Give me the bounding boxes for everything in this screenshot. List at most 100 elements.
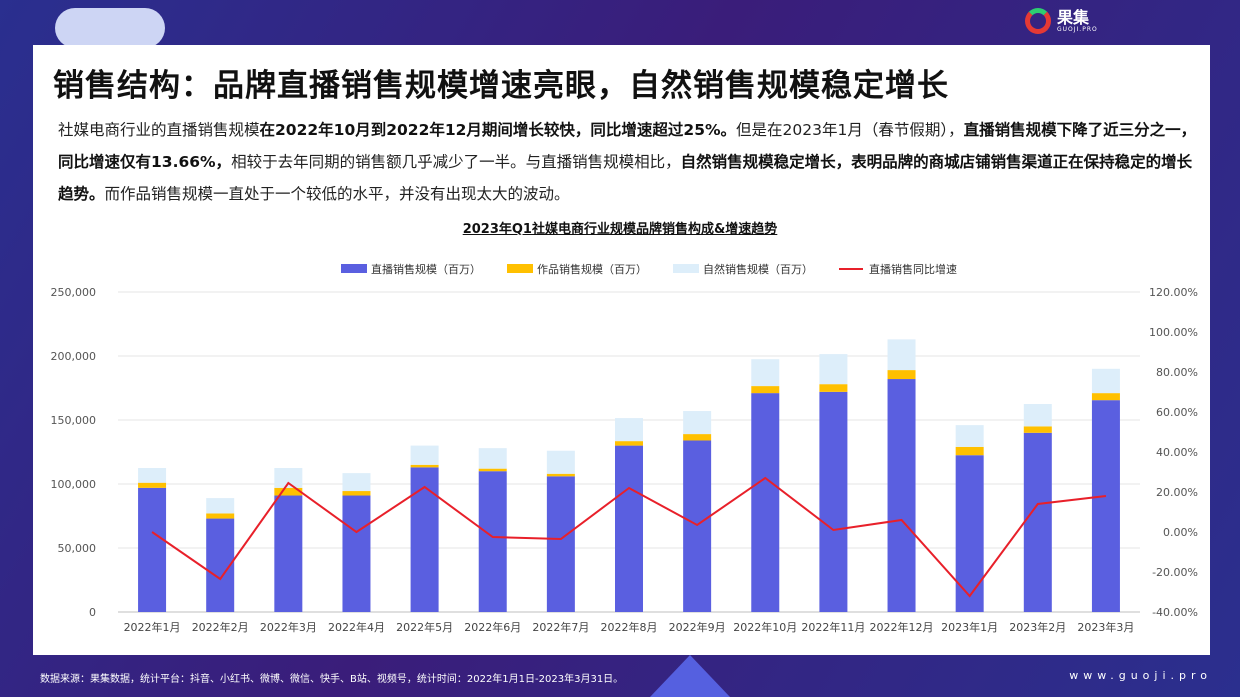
triangle-decoration xyxy=(650,655,730,697)
bar-作品销售 xyxy=(206,513,235,519)
y-right-tick-label: 60.00% xyxy=(1156,406,1198,419)
y-left-tick-label: 100,000 xyxy=(51,478,97,491)
bar-作品销售 xyxy=(887,370,916,380)
paragraph-segment: 而作品销售规模一直处于一个较低的水平，并没有出现太大的波动。 xyxy=(104,185,570,203)
logo-icon xyxy=(1025,8,1051,34)
bar-作品销售 xyxy=(546,473,575,477)
bar-作品销售 xyxy=(138,482,167,488)
bar-自然销售 xyxy=(955,425,984,447)
bar-自然销售 xyxy=(206,498,235,514)
bar-作品销售 xyxy=(751,386,780,394)
y-left-tick-label: 200,000 xyxy=(51,350,97,363)
paragraph-segment: 自然销售规模稳定增长，表明品牌的商城店铺销售渠道正在保持稳定的增长趋势。 xyxy=(58,153,1193,203)
bar-自然销售 xyxy=(478,448,507,469)
paragraph-segment: 但是在2023年1月（春节假期）， xyxy=(736,121,964,139)
bar-自然销售 xyxy=(615,418,643,442)
bar-自然销售 xyxy=(342,473,371,492)
y-right-tick-label: 100.00% xyxy=(1149,326,1198,339)
legend-swatch xyxy=(341,264,367,273)
bar-直播销售 xyxy=(683,440,712,612)
legend-label: 直播销售同比增速 xyxy=(869,262,957,276)
legend-label: 直播销售规模（百万） xyxy=(371,262,481,276)
bar-直播销售 xyxy=(751,393,780,612)
brand-name: 果集 xyxy=(1057,7,1090,27)
bar-自然销售 xyxy=(1091,368,1120,394)
brand-sub: GUOJI.PRO xyxy=(1057,25,1098,33)
bar-作品销售 xyxy=(478,468,507,472)
x-tick-label: 2022年9月 xyxy=(669,620,726,634)
paragraph-segment: 直播销售规模下降了近三分之一，同比增速仅有13.66%， xyxy=(58,121,1197,171)
bar-自然销售 xyxy=(1023,404,1052,427)
x-tick-label: 2022年4月 xyxy=(328,620,385,634)
y-right-tick-label: 20.00% xyxy=(1156,486,1198,499)
bar-作品销售 xyxy=(683,434,712,441)
paragraph-segment: 相较于去年同期的销售额几乎减少了一半。与直播销售规模相比， xyxy=(231,153,681,171)
bar-直播销售 xyxy=(1091,400,1120,612)
bar-直播销售 xyxy=(615,445,643,612)
x-tick-label: 2022年10月 xyxy=(733,620,797,634)
bar-作品销售 xyxy=(615,441,643,446)
chart-title: 2023年Q1社媒电商行业规模品牌销售构成&增速趋势 xyxy=(462,222,778,237)
summary-paragraph: 社媒电商行业的直播销售规模在2022年10月到2022年12月期间增长较快，同比… xyxy=(58,114,1198,210)
legend-label: 自然销售规模（百万） xyxy=(703,262,813,276)
bar-作品销售 xyxy=(955,446,984,456)
cloud-decoration xyxy=(55,8,165,48)
bar-直播销售 xyxy=(887,379,916,612)
bar-作品销售 xyxy=(342,491,371,496)
y-right-tick-label: 80.00% xyxy=(1156,366,1198,379)
bar-作品销售 xyxy=(410,464,439,468)
paragraph-segment: 社媒电商行业的直播销售规模 xyxy=(58,121,260,139)
y-left-tick-label: 250,000 xyxy=(51,286,97,299)
x-tick-label: 2023年1月 xyxy=(941,620,998,634)
bar-自然销售 xyxy=(546,450,575,474)
x-tick-label: 2022年8月 xyxy=(601,620,658,634)
y-left-tick-label: 50,000 xyxy=(58,542,97,555)
bar-直播销售 xyxy=(138,487,167,612)
bar-直播销售 xyxy=(819,391,848,612)
bar-自然销售 xyxy=(410,445,439,465)
legend-label: 作品销售规模（百万） xyxy=(537,262,647,276)
page-title: 销售结构：品牌直播销售规模增速亮眼，自然销售规模稳定增长 xyxy=(53,68,949,104)
bar-自然销售 xyxy=(819,354,848,385)
bar-直播销售 xyxy=(546,476,575,612)
legend-swatch xyxy=(507,264,533,273)
legend-swatch xyxy=(673,264,699,273)
y-right-tick-label: 120.00% xyxy=(1149,286,1198,299)
x-tick-label: 2022年7月 xyxy=(532,620,589,634)
bar-直播销售 xyxy=(274,495,303,612)
x-tick-label: 2022年1月 xyxy=(124,620,181,634)
bar-自然销售 xyxy=(274,468,303,488)
bar-直播销售 xyxy=(1023,432,1052,612)
bar-作品销售 xyxy=(1023,426,1052,433)
x-tick-label: 2022年11月 xyxy=(801,620,865,634)
x-tick-label: 2022年2月 xyxy=(192,620,249,634)
y-right-tick-label: -40.00% xyxy=(1152,606,1198,619)
brand-logo: 果集 GUOJI.PRO xyxy=(1025,8,1098,34)
y-right-tick-label: 0.00% xyxy=(1163,526,1198,539)
bar-自然销售 xyxy=(751,359,780,387)
x-tick-label: 2023年2月 xyxy=(1009,620,1066,634)
y-left-tick-label: 0 xyxy=(89,606,96,619)
growth-rate-line xyxy=(151,476,1107,598)
bar-自然销售 xyxy=(683,411,712,435)
website-url: www.guoji.pro xyxy=(1069,669,1212,682)
bar-自然销售 xyxy=(138,468,167,483)
x-tick-label: 2022年3月 xyxy=(260,620,317,634)
bar-自然销售 xyxy=(887,339,916,371)
y-right-tick-label: 40.00% xyxy=(1156,446,1198,459)
bar-直播销售 xyxy=(410,467,439,612)
bar-作品销售 xyxy=(819,384,848,392)
paragraph-segment: 在2022年10月到2022年12月期间增长较快，同比增速超过25%。 xyxy=(259,121,737,139)
y-left-tick-label: 150,000 xyxy=(51,414,97,427)
x-tick-label: 2022年12月 xyxy=(870,620,934,634)
y-right-tick-label: -20.00% xyxy=(1152,566,1198,579)
bar-直播销售 xyxy=(955,455,984,612)
x-tick-label: 2022年6月 xyxy=(464,620,521,634)
data-source-footer: 数据来源：果集数据，统计平台：抖音、小红书、微博、微信、快手、B站、视频号，统计… xyxy=(40,674,624,685)
bar-作品销售 xyxy=(274,487,303,496)
bar-直播销售 xyxy=(478,471,507,612)
bar-直播销售 xyxy=(342,495,371,612)
x-tick-label: 2023年3月 xyxy=(1077,620,1134,634)
x-tick-label: 2022年5月 xyxy=(396,620,453,634)
